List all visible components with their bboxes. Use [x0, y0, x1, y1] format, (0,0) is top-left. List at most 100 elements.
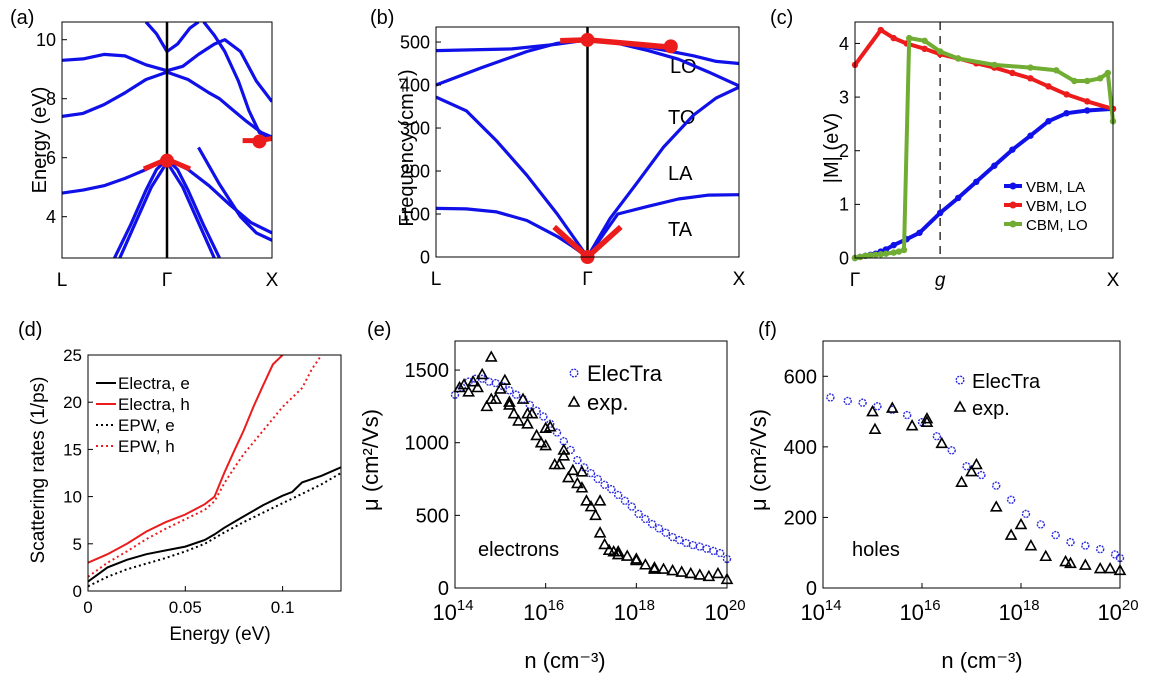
a-band-line: [202, 22, 272, 140]
b-xtick-label: Γ: [582, 269, 592, 290]
c-series-point: [1045, 118, 1052, 125]
f-exp-point: [1004, 528, 1018, 540]
e-exp-point: [516, 392, 530, 404]
d-legend-label: EPW, e: [118, 416, 175, 435]
a-red-point: [252, 134, 267, 149]
e-elec-point: [620, 496, 630, 506]
e-exp-point: [598, 537, 611, 550]
b-band-line: [436, 95, 589, 257]
b-ylabel: Frequency (cm⁻¹): [396, 69, 418, 226]
f-elec-point: [1021, 509, 1031, 519]
d-legend-label: Electra, e: [118, 374, 190, 393]
d-ytick-label: 10: [63, 488, 82, 507]
c-series-point: [1063, 109, 1070, 117]
c-ytick-label: 2: [839, 141, 849, 161]
f-exp-point: [920, 411, 934, 424]
f-exp-point: [935, 436, 949, 449]
c-series-point: [936, 209, 944, 217]
e-exp-point: [561, 470, 575, 483]
e-exp-point: [480, 399, 494, 412]
f-exp-point: [1093, 561, 1107, 574]
d-xtick-label: 0.1: [271, 598, 295, 617]
e-exp-point: [453, 380, 466, 393]
e-exp-point: [484, 392, 498, 404]
e-elec-point: [586, 469, 596, 478]
c-series-line: [853, 28, 1115, 111]
f-legend-label: exp.: [972, 398, 1010, 420]
e-exp-point: [484, 350, 498, 362]
b-red-point: [580, 32, 595, 47]
f-exp-point: [885, 401, 899, 413]
b-ytick-label: 0: [420, 247, 430, 267]
c-ytick-label: 3: [839, 87, 849, 107]
c-legend-label: VBM, LA: [1026, 179, 1085, 196]
c-series-point: [1009, 146, 1016, 153]
a-band-line: [197, 146, 272, 242]
d-plot-frame: [87, 354, 342, 592]
f-exp-point: [866, 404, 879, 417]
e-legend-label: ElecTra: [587, 361, 663, 386]
c-series-point: [890, 34, 897, 42]
c-series-point: [895, 248, 903, 255]
e-exp-point: [675, 565, 689, 577]
panel-label-e: (e): [367, 319, 391, 341]
f-elec-point: [992, 481, 1001, 490]
e-elec-point: [654, 524, 664, 533]
e-elec-point: [641, 514, 650, 524]
e-ytick-label: 1500: [405, 360, 450, 382]
a-ytick-label: 6: [46, 148, 56, 168]
a-red-point: [160, 153, 174, 168]
f-exp-point: [920, 415, 934, 427]
f-exp-point: [1078, 558, 1092, 570]
e-exp-point: [575, 465, 589, 477]
c-series-point: [1027, 64, 1034, 71]
e-exp-point: [657, 562, 670, 574]
e-elec-point: [648, 519, 657, 529]
c-legend-marker: [1009, 201, 1017, 209]
b-xtick-label: L: [431, 269, 442, 290]
c-series-point: [921, 37, 928, 44]
f-annotation: holes: [852, 539, 900, 561]
c-series-point: [872, 251, 879, 258]
f-exp-point: [989, 500, 1003, 512]
c-series-point: [1104, 69, 1112, 77]
f-elec-point: [1081, 541, 1090, 550]
c-series-point: [936, 48, 944, 55]
c-ytick-label: 1: [839, 195, 849, 215]
c-ytick-label: 4: [839, 34, 849, 54]
f-elec-point: [902, 410, 912, 420]
b-bands: [436, 37, 739, 257]
e-elec-point: [559, 437, 568, 446]
e-elec-point: [512, 390, 521, 399]
c-plot-frame: [854, 21, 1114, 259]
d-series-line: [88, 466, 341, 583]
b-red-segment: [560, 37, 672, 50]
d-ytick-label: 25: [63, 346, 82, 365]
a-band-line: [62, 38, 272, 103]
e-exp-point: [503, 395, 516, 407]
a-band-line: [62, 70, 272, 139]
f-exp-point: [1103, 561, 1117, 574]
f-exp-point: [905, 419, 919, 431]
c-series-point: [1045, 83, 1052, 90]
e-elec-point: [688, 540, 698, 550]
e-legend-marker-elec: [569, 368, 579, 378]
e-exp-point: [557, 449, 571, 461]
e-exp-point: [503, 398, 516, 410]
d-ylabel: Scattering rates (1/ps): [28, 377, 49, 564]
b-ytick-label: 200: [400, 161, 430, 181]
b-plot-frame: [435, 26, 740, 258]
a-ytick-label: 8: [46, 89, 56, 109]
e-exp-point: [693, 568, 707, 580]
b-branch-ta: TA: [668, 219, 693, 241]
c-series-point: [991, 61, 998, 69]
a-ytick-label: 4: [46, 207, 56, 227]
f-xtick-label: 1018: [998, 597, 1039, 625]
f-elec-point: [873, 402, 882, 411]
e-annotation: electrons: [478, 539, 559, 561]
c-series-point: [1027, 132, 1034, 139]
c-series-point: [1084, 98, 1091, 105]
e-elec-point: [695, 542, 704, 551]
c-series-point: [890, 241, 897, 249]
f-elec-point: [977, 470, 986, 480]
